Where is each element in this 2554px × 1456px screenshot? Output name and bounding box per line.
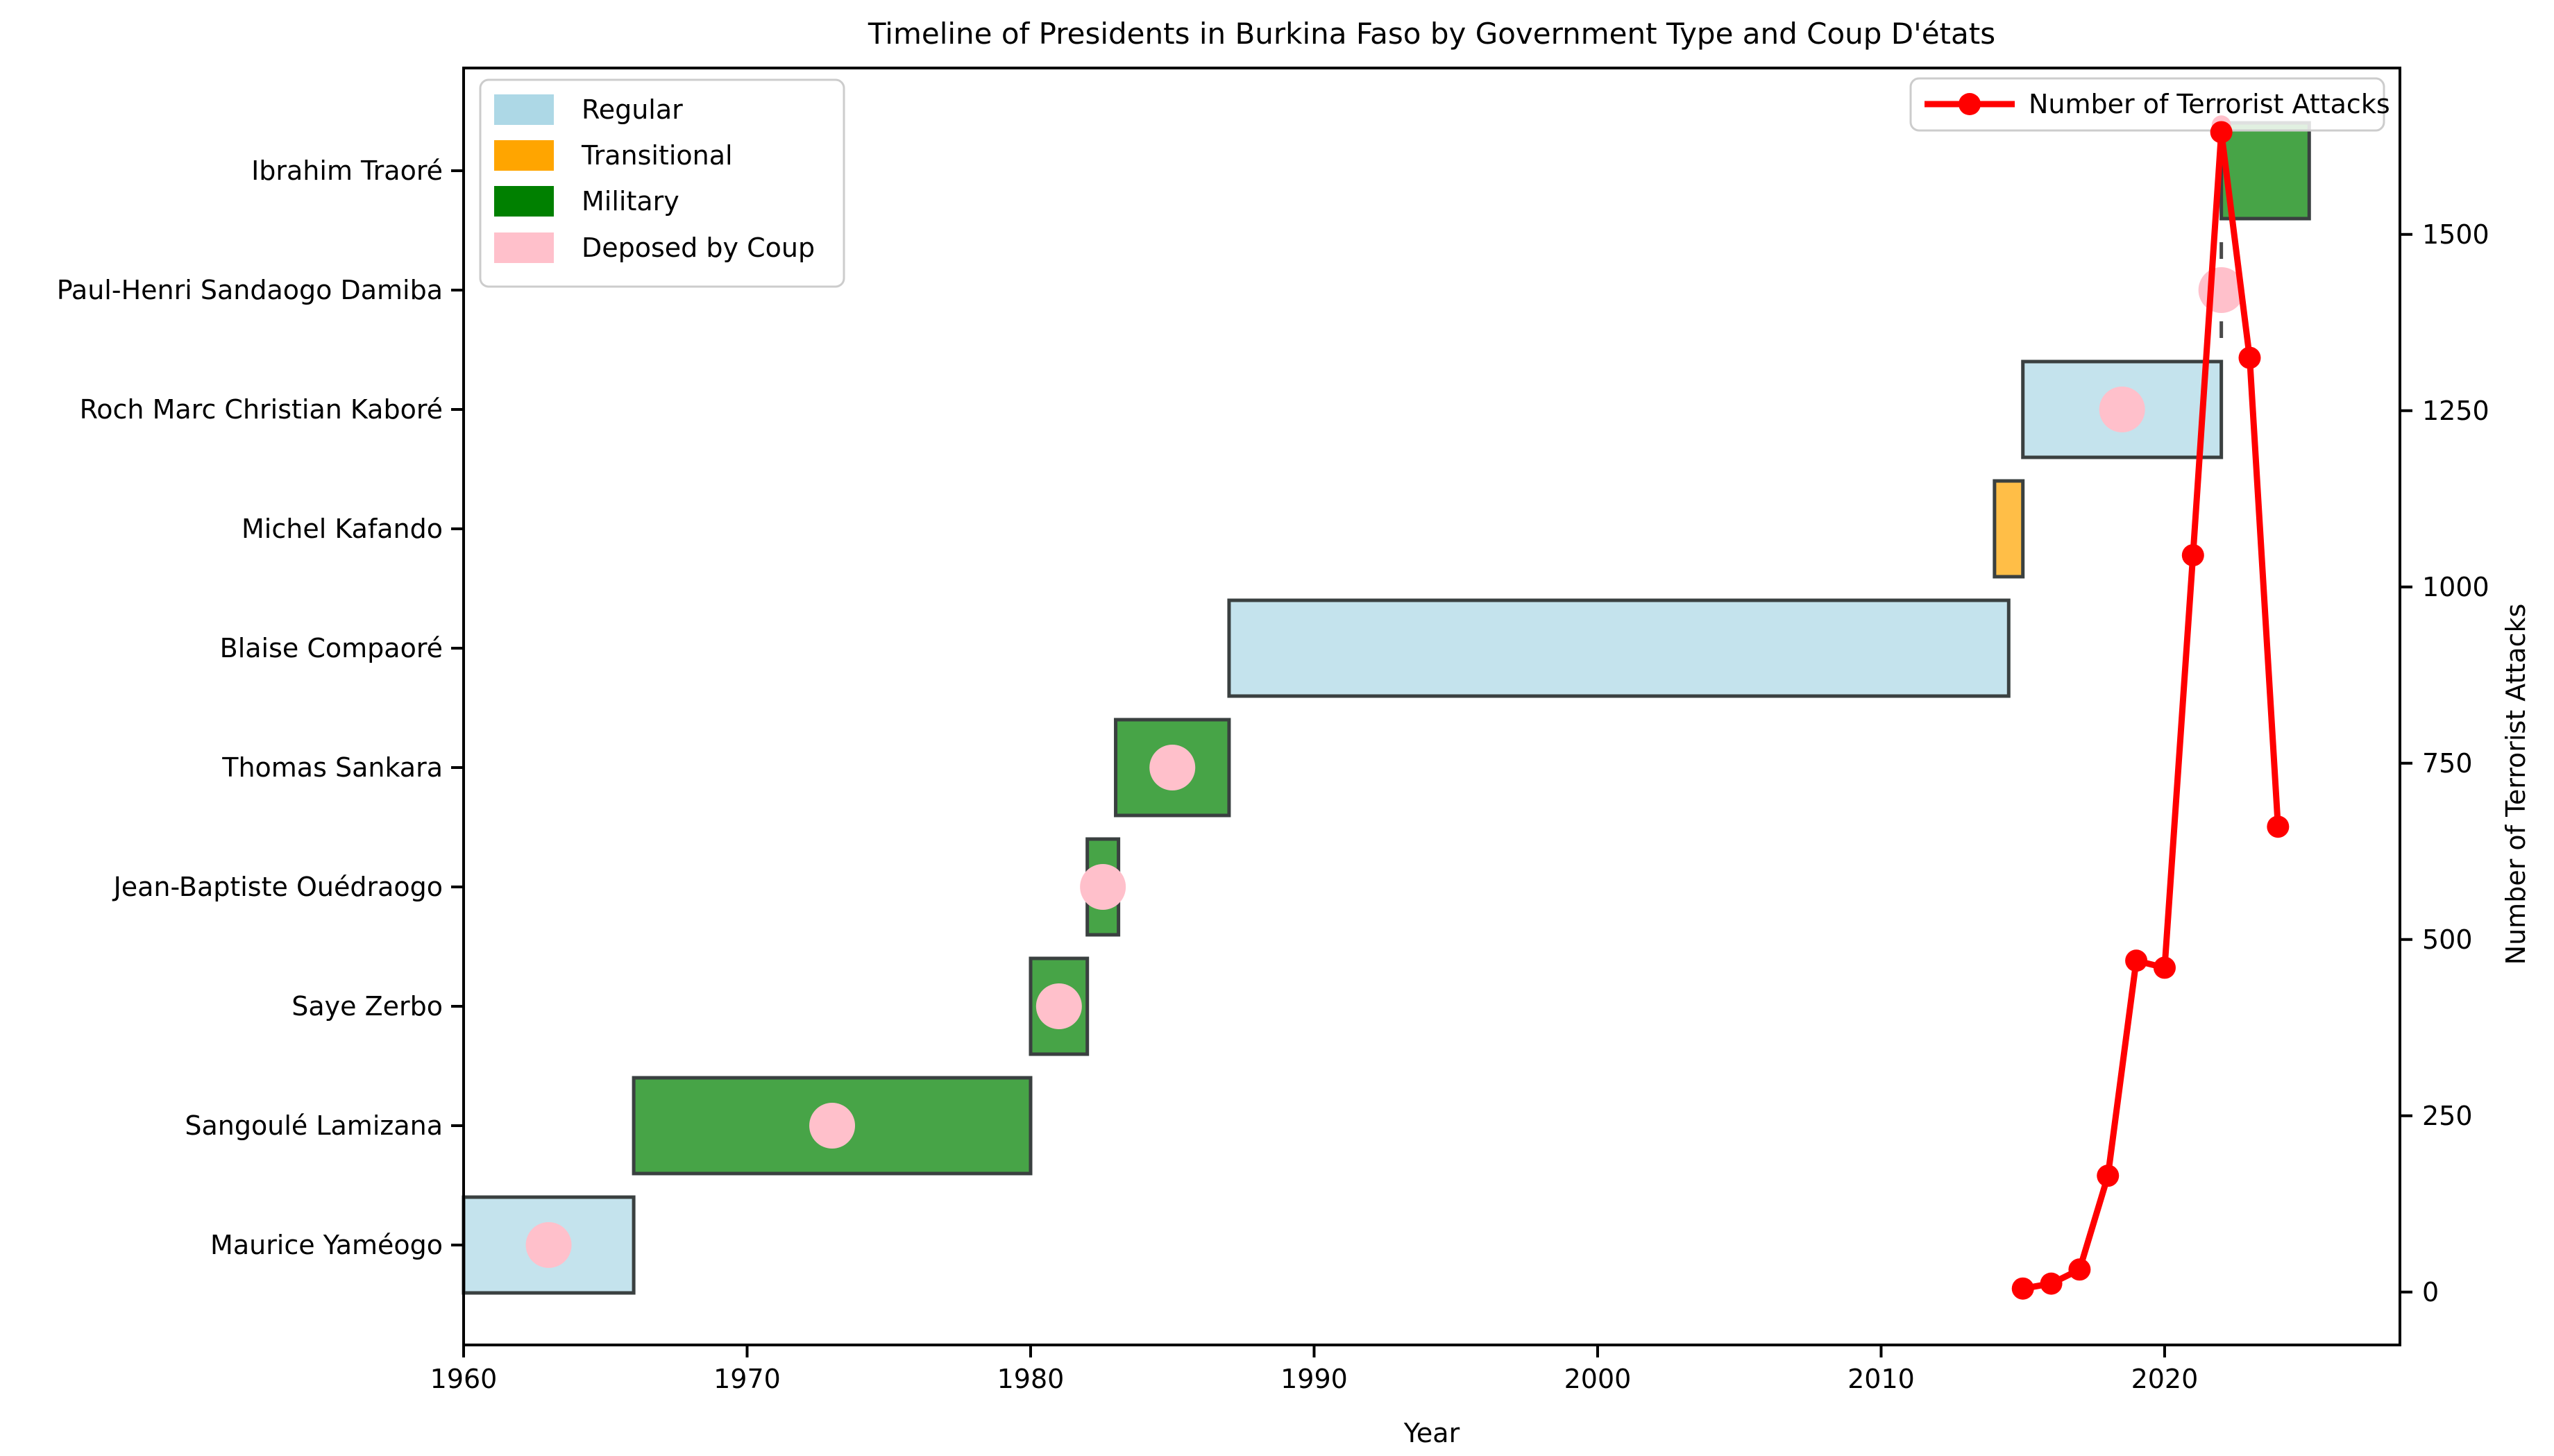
president-label: Saye Zerbo <box>291 991 443 1022</box>
attacks-line-layer <box>2011 115 2290 1300</box>
legend-frame <box>479 78 845 288</box>
attacks-point <box>2011 1277 2034 1300</box>
x-tick-label: 2010 <box>1847 1364 1915 1394</box>
president-label: Roch Marc Christian Kaboré <box>80 394 443 425</box>
attacks-point <box>2068 1258 2091 1281</box>
attacks-point <box>2267 815 2290 838</box>
legend-swatch-regular <box>494 94 554 125</box>
y2-axis-label: Number of Terrorist Attacks <box>2501 604 2531 965</box>
president-label: Maurice Yaméogo <box>210 1230 443 1260</box>
coup-deposed-circle <box>1149 745 1196 790</box>
plot-frame <box>462 67 2401 1346</box>
president-label: Jean-Baptiste Ouédraogo <box>112 872 443 902</box>
y2-tick-label: 500 <box>2422 924 2473 955</box>
y2-tick-label: 1250 <box>2422 396 2489 426</box>
legend-label-attacks: Number of Terrorist Attacks <box>2029 89 2390 119</box>
x-tick-label: 1990 <box>1280 1364 1348 1394</box>
x-tick-label: 1960 <box>430 1364 498 1394</box>
legend-label-military: Military <box>582 186 679 217</box>
coup-deposed-circle <box>1080 864 1126 910</box>
legend-label-regular: Regular <box>582 94 683 125</box>
axes-layer: 1960 1970 1980 1990 2000 2010 2020 Maurice Yamé… <box>57 67 2489 1394</box>
president-label: Paul-Henri Sandaogo Damiba <box>57 275 443 305</box>
legend-swatch-deposed <box>494 232 554 263</box>
legend-label-deposed: Deposed by Coup <box>582 232 815 263</box>
attacks-line <box>2022 128 2281 1292</box>
president-label: Blaise Compaoré <box>220 633 443 663</box>
president-label: Ibrahim Traoré <box>251 155 443 186</box>
y2-tick-label: 0 <box>2422 1277 2439 1307</box>
y2-tick-label: 1500 <box>2422 219 2489 250</box>
chart-title: Timeline of Presidents in Burkina Faso b… <box>868 17 1995 51</box>
attacks-point <box>2238 346 2261 369</box>
legend-frame <box>1909 77 2385 132</box>
attacks-point <box>2181 544 2204 567</box>
x-tick-label: 2020 <box>2131 1364 2199 1394</box>
coup-deposed-circle <box>2099 387 2145 432</box>
president-bar <box>2219 121 2311 221</box>
x-tick-label: 2000 <box>1564 1364 1632 1394</box>
attacks-point <box>2125 949 2148 972</box>
y2-tick-label: 250 <box>2422 1101 2473 1131</box>
coup-deposed-circle <box>525 1222 572 1268</box>
y2-tick-label: 750 <box>2422 748 2473 779</box>
president-bar <box>1227 598 2011 698</box>
coup-deposed-circle <box>809 1103 856 1149</box>
president-bars-layer <box>462 121 2311 1295</box>
attacks-point <box>2153 956 2176 979</box>
president-bar <box>1993 479 2025 579</box>
legend-swatch-transitional <box>494 140 554 171</box>
president-label: Sangoulé Lamizana <box>185 1110 443 1141</box>
attacks-point <box>2210 121 2233 144</box>
president-label: Thomas Sankara <box>221 752 443 783</box>
x-tick-label: 1970 <box>713 1364 781 1394</box>
coup-deposed-circle <box>1035 983 1082 1029</box>
president-label: Michel Kafando <box>242 514 443 544</box>
attacks-line-legend: Number of Terrorist Attacks <box>1909 77 2390 132</box>
x-axis-label: Year <box>1403 1418 1460 1448</box>
government-type-legend: Regular Transitional Military Deposed by… <box>479 78 845 288</box>
attacks-point <box>2097 1165 2120 1187</box>
legend-label-transitional: Transitional <box>581 140 733 171</box>
x-tick-label: 1980 <box>997 1364 1065 1394</box>
legend-line-marker <box>1959 93 1981 115</box>
y2-tick-label: 1000 <box>2422 572 2489 602</box>
attacks-point <box>2040 1272 2063 1295</box>
legend-swatch-military <box>494 186 554 217</box>
